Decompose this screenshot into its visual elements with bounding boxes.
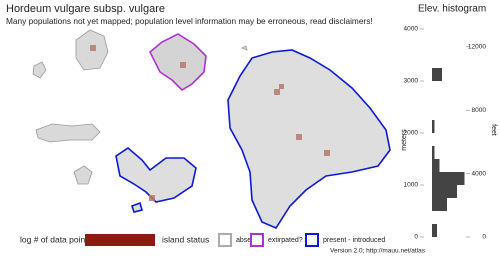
- title: Hordeum vulgare subsp. vulgare: [6, 3, 165, 15]
- legend-item: absent: [236, 237, 257, 244]
- legend-swatch: [305, 233, 319, 247]
- island-oahu: [149, 33, 207, 92]
- island-lanai: [73, 165, 93, 185]
- y2-tick-label: 4000: [472, 170, 487, 177]
- data-point: [279, 84, 284, 89]
- legend-item: present - introduced: [323, 237, 385, 244]
- legend: log # of data points island status absen…: [20, 233, 385, 247]
- data-point: [324, 150, 330, 156]
- data-point: [149, 195, 155, 201]
- island-maui: [115, 146, 197, 203]
- data-point: [296, 134, 302, 140]
- histogram-bar: [432, 198, 447, 211]
- data-point: [180, 62, 186, 68]
- legend-swatch: [85, 234, 155, 246]
- histogram-bar: [432, 68, 442, 81]
- legend-label: island status: [162, 234, 209, 244]
- y-tick-label: 1000: [404, 182, 419, 189]
- legend-label: log # of data points: [20, 234, 92, 244]
- legend-swatch: [250, 233, 264, 247]
- y-tick-label: 4000: [404, 26, 419, 33]
- island-kahoolawe: [130, 201, 143, 213]
- y2-tick-label: 8000: [472, 107, 487, 114]
- y-tick-label: 3000: [404, 78, 419, 85]
- subtitle: Many populations not yet mapped; populat…: [6, 16, 373, 26]
- histogram-bar: [432, 185, 457, 198]
- map: [32, 29, 391, 230]
- legend-swatch: [218, 233, 232, 247]
- island-molokini: [241, 45, 248, 51]
- y2-tick-label: 12000: [468, 44, 486, 51]
- y-tick-label: 2000: [404, 130, 419, 137]
- histogram-bar: [432, 224, 437, 237]
- y2-axis-label: feet: [490, 124, 497, 136]
- footer: Version 2.0; http://mauu.net/atlas: [330, 248, 426, 255]
- y-tick-label: 0: [414, 234, 418, 241]
- histogram-bar: [432, 120, 435, 133]
- island-hawaii: [227, 49, 391, 230]
- y2-tick-label: 0: [482, 234, 486, 241]
- data-point: [90, 45, 96, 51]
- histogram-title: Elev. histogram: [418, 4, 486, 15]
- histogram-bar: [432, 146, 435, 159]
- histogram-bar: [432, 172, 465, 185]
- data-point: [274, 89, 280, 95]
- island-molokai: [35, 123, 101, 143]
- island-niihau: [32, 61, 47, 79]
- histogram-bar: [432, 159, 440, 172]
- legend-item: extirpated?: [268, 237, 303, 244]
- y-axis-label: meters: [401, 129, 408, 151]
